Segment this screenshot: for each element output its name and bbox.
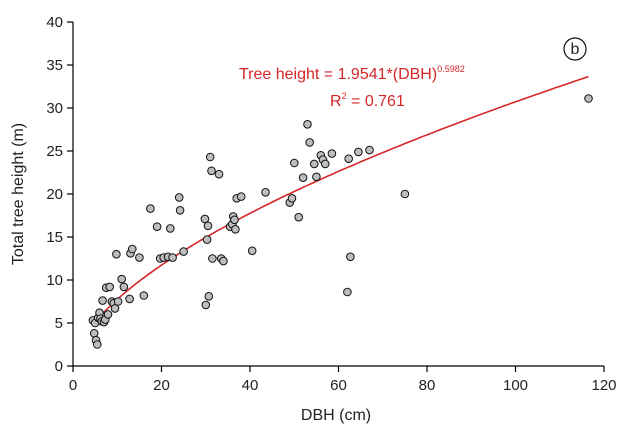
data-point <box>344 154 354 163</box>
y-tick-label: 20 <box>46 186 63 203</box>
data-point <box>175 206 185 215</box>
y-tick-label: 15 <box>46 229 63 246</box>
data-point <box>208 254 217 263</box>
panel-label-circle <box>563 37 587 61</box>
x-tick-label: 120 <box>591 377 616 394</box>
data-point <box>214 169 224 179</box>
data-point <box>152 222 162 231</box>
data-point <box>231 225 240 234</box>
x-tick-label: 40 <box>242 377 259 394</box>
data-point <box>166 224 175 233</box>
panel-label: b <box>563 37 587 61</box>
data-point <box>312 172 321 182</box>
data-point <box>346 252 355 262</box>
x-axis-title: DBH (cm) <box>301 407 371 424</box>
data-point <box>294 212 304 222</box>
data-points <box>88 94 593 349</box>
y-tick-label: 5 <box>55 315 63 332</box>
data-point <box>354 147 363 157</box>
x-ticks: 0 20 40 60 80 100 120 <box>69 366 617 394</box>
data-point <box>305 138 315 147</box>
data-point <box>343 287 352 297</box>
fit-equation: Tree height = 1.9541*(DBH)0.5982 <box>239 64 465 83</box>
data-point <box>205 152 215 162</box>
data-point <box>117 274 126 284</box>
data-point <box>201 300 211 310</box>
data-point <box>174 193 184 202</box>
data-point <box>98 296 107 305</box>
data-point <box>327 149 337 158</box>
data-point <box>110 304 120 313</box>
y-tick-label: 30 <box>46 100 63 117</box>
data-point <box>179 247 188 256</box>
data-point <box>200 214 210 224</box>
fit-equation-text: Tree height = 1.9541*(DBH) <box>239 66 437 83</box>
data-point <box>290 158 299 168</box>
data-point <box>230 215 239 225</box>
x-tick-label: 80 <box>419 377 436 394</box>
data-point <box>139 291 149 300</box>
panel-label-text: b <box>571 41 580 58</box>
data-point <box>236 192 246 201</box>
x-tick-label: 20 <box>153 377 170 394</box>
fit-curve <box>92 75 589 326</box>
r-squared-sup: 2 <box>342 91 347 101</box>
data-point <box>135 253 144 262</box>
data-point <box>168 253 177 262</box>
data-point <box>146 204 155 213</box>
data-point <box>125 294 134 304</box>
data-point <box>400 189 410 199</box>
r-squared: R2 = 0.761 <box>330 91 405 110</box>
data-point <box>247 246 257 256</box>
y-axis-title: Total tree height (m) <box>10 123 27 265</box>
data-point <box>219 256 228 266</box>
data-point <box>128 244 137 254</box>
y-tick-label: 40 <box>46 14 63 31</box>
data-point <box>365 145 374 155</box>
data-point <box>320 159 330 169</box>
data-point <box>103 310 113 319</box>
data-point <box>113 297 123 306</box>
fit-equation-exponent: 0.5982 <box>437 64 465 74</box>
r-squared-value: = 0.761 <box>347 93 405 110</box>
data-point <box>93 340 102 349</box>
data-point <box>207 166 216 176</box>
x-tick-label: 60 <box>330 377 347 394</box>
y-tick-label: 0 <box>55 358 63 375</box>
data-point <box>298 173 308 182</box>
y-ticks: 0 5 10 15 20 25 30 35 40 <box>46 14 73 375</box>
data-point <box>309 159 319 169</box>
data-point <box>287 194 297 203</box>
data-point <box>105 282 114 292</box>
x-tick-label: 100 <box>503 377 528 394</box>
data-point <box>202 235 212 244</box>
data-point <box>203 221 213 231</box>
y-tick-label: 10 <box>46 272 63 289</box>
data-point <box>112 249 121 259</box>
data-point <box>204 292 214 301</box>
data-point <box>119 282 129 292</box>
data-point <box>584 94 593 103</box>
r-squared-label: R <box>330 93 342 110</box>
x-tick-label: 0 <box>69 377 77 394</box>
y-tick-label: 35 <box>46 57 63 74</box>
data-point <box>89 329 99 338</box>
y-tick-label: 25 <box>46 143 63 160</box>
data-point <box>261 188 270 197</box>
data-point <box>303 120 312 129</box>
